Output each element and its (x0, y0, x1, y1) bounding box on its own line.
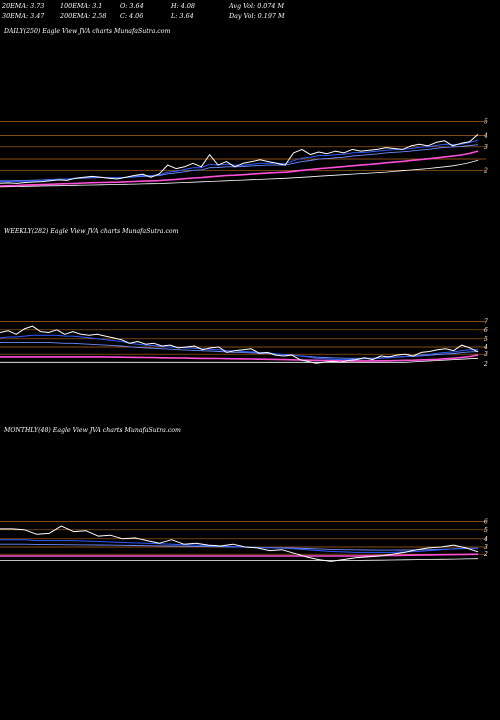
daily-y-tick-label: 3 (484, 144, 488, 151)
daily-price-line (0, 134, 479, 184)
weekly-ema-fast-line (0, 334, 478, 361)
monthly-y-tick-label: 4 (483, 536, 488, 543)
daily-y-tick-label: 4 (483, 132, 488, 139)
weekly-ema-long-line (0, 357, 479, 363)
avg-vol-label: Avg Vol: 0.074 M (229, 2, 285, 10)
monthly-y-tick-label: 2 (483, 551, 488, 558)
monthly-y-tick-label: 3 (484, 544, 488, 551)
monthly-ema-fast-line (0, 539, 478, 553)
ema100-label: 100EMA: 3.1 (60, 2, 103, 10)
ema20-label: 20EMA: 3.73 (2, 2, 45, 10)
day-vol-label: Day Vol: 0.197 M (229, 12, 285, 20)
ema30-label: 30EMA: 3.47 (2, 12, 45, 20)
monthly-price-line (0, 525, 479, 562)
weekly-y-tick-label: 3 (484, 351, 488, 358)
weekly-chart: 76 543 2 (0, 319, 488, 368)
weekly-y-tick-label: 2 (483, 361, 488, 368)
weekly-y-tick-label: 4 (483, 344, 488, 351)
monthly-y-tick-label: 6 (484, 519, 488, 526)
weekly-y-tick-label: 7 (484, 319, 488, 326)
daily-y-tick-label: 5 (484, 119, 488, 126)
daily-panel-title: DAILY(250) Eagle View JVA charts MunafaS… (4, 28, 171, 35)
weekly-y-tick-label: 5 (484, 336, 488, 343)
monthly-ema-slow-line (0, 553, 479, 557)
high-label: H: 4.08 (171, 2, 195, 10)
daily-ema-slow-line (0, 150, 479, 187)
monthly-panel-title: MONTHLY(48) Eagle View JVA charts Munafa… (4, 427, 181, 434)
monthly-ema-long-line (0, 558, 479, 561)
daily-y-tick-label: 2 (483, 167, 488, 174)
daily-chart: 5 4 3 2 (0, 119, 488, 188)
monthly-chart: 65 432 (0, 519, 488, 562)
monthly-y-tick-label: 5 (484, 527, 488, 534)
close-label: C: 4.06 (120, 12, 144, 20)
weekly-ema-slow-line (0, 354, 479, 362)
ema200-label: 200EMA: 2.58 (60, 12, 107, 20)
open-label: O: 3.64 (120, 2, 144, 10)
weekly-panel-title: WEEKLY(282) Eagle View JVA charts Munafa… (4, 228, 179, 235)
low-label: L: 3.64 (171, 12, 194, 20)
weekly-price-line (0, 325, 479, 364)
weekly-y-tick-label: 6 (484, 327, 488, 334)
daily-ema-long-line (0, 159, 479, 188)
